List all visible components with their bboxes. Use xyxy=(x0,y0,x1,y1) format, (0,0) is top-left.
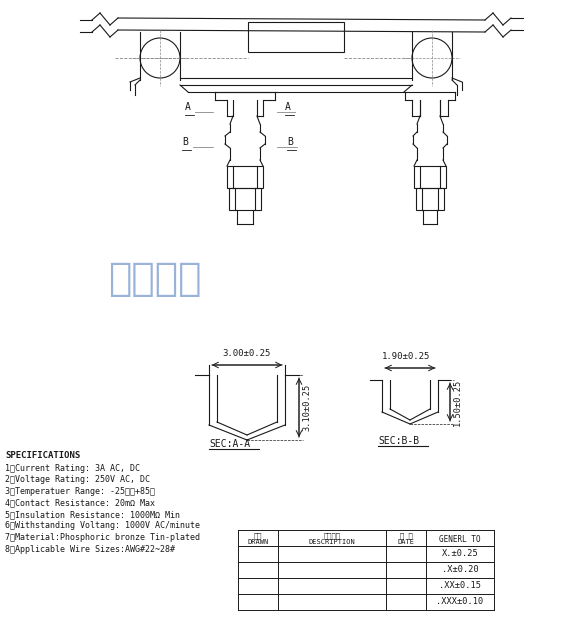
Text: 宏运电子: 宏运电子 xyxy=(108,260,202,298)
Text: 1、Current Rating: 3A AC, DC: 1、Current Rating: 3A AC, DC xyxy=(5,464,140,473)
Text: DRAWN: DRAWN xyxy=(247,539,269,545)
Text: 3、Temperatuer Range: -25℃～+85℃: 3、Temperatuer Range: -25℃～+85℃ xyxy=(5,487,155,496)
Text: X.±0.25: X.±0.25 xyxy=(442,549,479,558)
Bar xyxy=(229,188,261,210)
Text: DESCRIPTION: DESCRIPTION xyxy=(308,539,356,545)
Text: 1.50±0.25: 1.50±0.25 xyxy=(453,378,462,426)
Bar xyxy=(248,22,344,52)
Text: A: A xyxy=(285,102,291,112)
Text: 8、Applicable Wire Sizes:AWG#22~28#: 8、Applicable Wire Sizes:AWG#22~28# xyxy=(5,544,175,554)
Text: 日 期: 日 期 xyxy=(399,533,412,539)
Text: SEC:A-A: SEC:A-A xyxy=(209,439,250,449)
Text: 4、Contact Resistance: 20mΩ Max: 4、Contact Resistance: 20mΩ Max xyxy=(5,498,155,507)
Text: 5、Insulation Resistance: 1000MΩ Min: 5、Insulation Resistance: 1000MΩ Min xyxy=(5,510,180,519)
Text: 制图: 制图 xyxy=(254,533,262,539)
Text: 3.10±0.25: 3.10±0.25 xyxy=(302,383,311,431)
Text: SPECIFICATIONS: SPECIFICATIONS xyxy=(5,451,80,460)
Text: GENERL TO: GENERL TO xyxy=(439,535,481,544)
Text: 变更内容: 变更内容 xyxy=(324,533,340,539)
Text: 6、Withstanding Voltang: 1000V AC/minute: 6、Withstanding Voltang: 1000V AC/minute xyxy=(5,521,200,531)
Text: A: A xyxy=(185,102,191,112)
Text: 7、Material:Phosphoric bronze Tin-plated: 7、Material:Phosphoric bronze Tin-plated xyxy=(5,533,200,542)
Text: .XX±0.15: .XX±0.15 xyxy=(439,581,481,591)
Text: 3.00±0.25: 3.00±0.25 xyxy=(223,349,271,358)
Text: SEC:B-B: SEC:B-B xyxy=(378,436,419,446)
Bar xyxy=(416,188,444,210)
Text: .X±0.20: .X±0.20 xyxy=(442,565,479,574)
Bar xyxy=(227,166,263,188)
Text: 1.90±0.25: 1.90±0.25 xyxy=(382,352,430,361)
Text: DATE: DATE xyxy=(398,539,415,545)
Text: 2、Voltage Rating: 250V AC, DC: 2、Voltage Rating: 250V AC, DC xyxy=(5,475,150,484)
Text: B: B xyxy=(182,137,188,147)
Bar xyxy=(414,166,446,188)
Text: B: B xyxy=(287,137,293,147)
Text: .XXX±0.10: .XXX±0.10 xyxy=(436,598,484,607)
